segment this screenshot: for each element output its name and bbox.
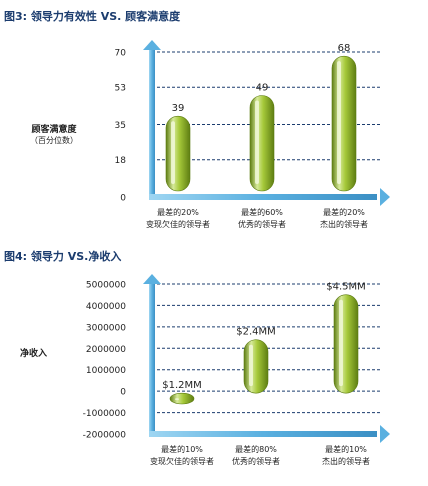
chart-1-y-axis-label-sub: （百分位数） xyxy=(30,136,78,145)
chart-2-data-label: $1.2MM xyxy=(162,380,202,391)
chart-1-y-tick-label: 53 xyxy=(115,84,126,94)
chart-2-y-tick-label: 1000000 xyxy=(86,366,126,376)
chart-1: 0 18 35 53 70 39 最差的20% 变现欠佳的领导者 49 最差的60% 优秀的领导者 6… xyxy=(115,40,390,229)
chart-2-y-axis xyxy=(149,280,155,437)
chart-1-bar xyxy=(165,115,191,192)
chart-1-x-axis xyxy=(149,194,377,200)
chart-1-y-tick-label: 35 xyxy=(115,121,126,131)
chart-1-bar-highlight xyxy=(337,61,341,185)
chart-1-bar-highlight xyxy=(255,100,259,184)
chart-2-bar xyxy=(333,294,359,394)
chart-2-y-tick-label: 5000000 xyxy=(86,281,126,291)
chart-1-y-axis xyxy=(149,46,155,200)
chart-2-title: 图4: 领导力 VS.净收入 xyxy=(4,250,122,263)
chart-1-x-category-label: 最差的20% xyxy=(157,207,199,217)
chart-2-x-category-label: 最差的80% xyxy=(235,444,277,454)
chart-2-bar xyxy=(169,392,195,405)
chart-1-bar xyxy=(331,55,357,192)
chart-2-x-category-label: 最差的10% xyxy=(325,444,367,454)
chart-1-data-label: 39 xyxy=(172,103,185,114)
chart-2-bar-highlight xyxy=(339,299,343,387)
chart-2-x-category-label: 变现欠佳的领导者 xyxy=(150,456,214,466)
chart-1-data-label: 68 xyxy=(338,43,351,54)
chart-2-x-category-label: 杰出的领导者 xyxy=(322,456,370,466)
chart-1-y-tick-label: 70 xyxy=(115,49,127,59)
chart-2-y-tick-label: 4000000 xyxy=(86,302,126,312)
chart-1-x-category-label: 优秀的领导者 xyxy=(238,219,286,229)
chart-1-x-axis-arrow xyxy=(380,188,390,206)
chart-1-x-category-label: 杰出的领导者 xyxy=(320,219,368,229)
chart-2: -2000000 -1000000 0 1000000 2000000 3000000 40… xyxy=(83,274,390,466)
chart-2-y-tick-label: -2000000 xyxy=(83,431,127,441)
chart-1-y-axis-label-main: 顾客满意度 xyxy=(31,125,77,135)
chart-2-x-category-label: 优秀的领导者 xyxy=(232,456,280,466)
chart-1-title: 图3: 领导力有效性 VS. 顾客满意度 xyxy=(4,10,181,23)
chart-2-y-tick-label: 0 xyxy=(120,388,126,398)
chart-2-bar xyxy=(243,339,269,394)
chart-2-x-axis xyxy=(149,431,377,437)
chart-2-y-axis-label: 净收入 xyxy=(20,346,47,359)
chart-2-x-category-label: 最差的10% xyxy=(161,444,203,454)
chart-1-bar xyxy=(249,95,275,192)
chart-2-y-tick-label: 2000000 xyxy=(86,345,126,355)
chart-2-y-axis-arrow xyxy=(143,274,161,284)
chart-2-bar-highlight xyxy=(175,398,179,401)
chart-2-y-axis-label-main: 净收入 xyxy=(20,349,48,359)
chart-1-bar-highlight xyxy=(171,121,175,184)
chart-2-bar-highlight xyxy=(249,344,253,387)
chart-2-data-label: $4.5MM xyxy=(326,282,366,293)
chart-2-y-tick-label: 3000000 xyxy=(86,323,126,333)
chart-1-y-tick-label: 0 xyxy=(120,194,126,204)
chart-1-y-tick-label: 18 xyxy=(115,156,127,166)
chart-2-x-axis-arrow xyxy=(380,425,390,443)
chart-2-data-label: $2.4MM xyxy=(236,327,276,338)
chart-1-x-category-label: 最差的60% xyxy=(241,207,283,217)
chart-1-y-axis-arrow xyxy=(143,40,161,50)
chart-2-y-tick-label: -1000000 xyxy=(83,409,127,419)
chart-1-y-axis-label: 顾客满意度 （百分位数） xyxy=(30,122,78,146)
chart-1-data-label: 49 xyxy=(256,83,269,94)
chart-1-x-category-label: 最差的20% xyxy=(323,207,365,217)
chart-1-x-category-label: 变现欠佳的领导者 xyxy=(146,219,210,229)
